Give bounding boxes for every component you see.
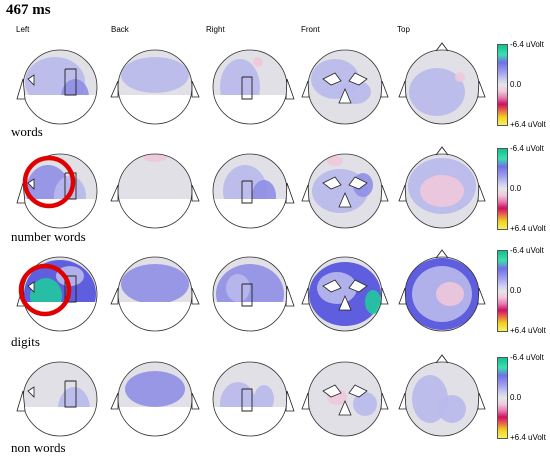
topomap-words-top bbox=[398, 42, 486, 125]
scale-bottom-label: +6.4 uVolt bbox=[510, 120, 546, 129]
topomap-digits-top bbox=[398, 249, 486, 332]
topomap-non-words-top bbox=[398, 354, 486, 437]
topomap-number-words-top bbox=[398, 146, 486, 229]
condition-label-number-words: number words bbox=[11, 229, 86, 244]
topomap-non-words-front bbox=[301, 361, 389, 437]
topomap-number-words-right bbox=[212, 153, 295, 229]
scale-mid-label: 0.0 bbox=[510, 286, 522, 295]
view-label-front: Front bbox=[301, 25, 320, 34]
scale-mid-label: 0.0 bbox=[510, 184, 522, 193]
scale-mid-label: 0.0 bbox=[510, 393, 522, 402]
scale-top-label: -6.4 uVolt bbox=[510, 353, 544, 362]
topomap-number-words-front bbox=[301, 153, 389, 229]
scale-top-label: -6.4 uVolt bbox=[510, 144, 544, 153]
color-scale-bar bbox=[497, 357, 508, 439]
topomap-digits-right bbox=[212, 256, 295, 332]
color-scale-bar bbox=[497, 44, 508, 126]
condition-label-words: words bbox=[11, 124, 43, 139]
scale-top-label: -6.4 uVolt bbox=[510, 40, 544, 49]
scale-top-label: -6.4 uVolt bbox=[510, 246, 544, 255]
highlight-circle bbox=[22, 155, 76, 209]
view-label-top: Top bbox=[397, 25, 410, 34]
view-label-back: Back bbox=[111, 25, 129, 34]
condition-label-digits: digits bbox=[11, 334, 40, 349]
color-scale-bar bbox=[497, 250, 508, 332]
view-label-right: Right bbox=[206, 25, 225, 34]
topomap-digits-back bbox=[110, 256, 200, 332]
topomap-digits-front bbox=[301, 256, 389, 332]
view-label-left: Left bbox=[16, 25, 30, 34]
scale-bottom-label: +6.4 uVolt bbox=[510, 433, 546, 442]
topomap-words-right bbox=[212, 49, 295, 125]
condition-label-non-words: non words bbox=[11, 440, 66, 455]
scale-bottom-label: +6.4 uVolt bbox=[510, 326, 546, 335]
topomap-non-words-right bbox=[212, 361, 295, 437]
topomap-number-words-back bbox=[110, 153, 200, 229]
color-scale-bar bbox=[497, 148, 508, 230]
scale-mid-label: 0.0 bbox=[510, 80, 522, 89]
topomap-words-front bbox=[301, 49, 389, 125]
time-title: 467 ms bbox=[6, 2, 51, 18]
topomap-words-left bbox=[16, 49, 98, 125]
topomap-non-words-back bbox=[110, 361, 200, 437]
highlight-circle bbox=[18, 263, 72, 317]
scale-bottom-label: +6.4 uVolt bbox=[510, 224, 546, 233]
topomap-non-words-left bbox=[16, 361, 98, 437]
topomap-words-back bbox=[110, 49, 200, 125]
